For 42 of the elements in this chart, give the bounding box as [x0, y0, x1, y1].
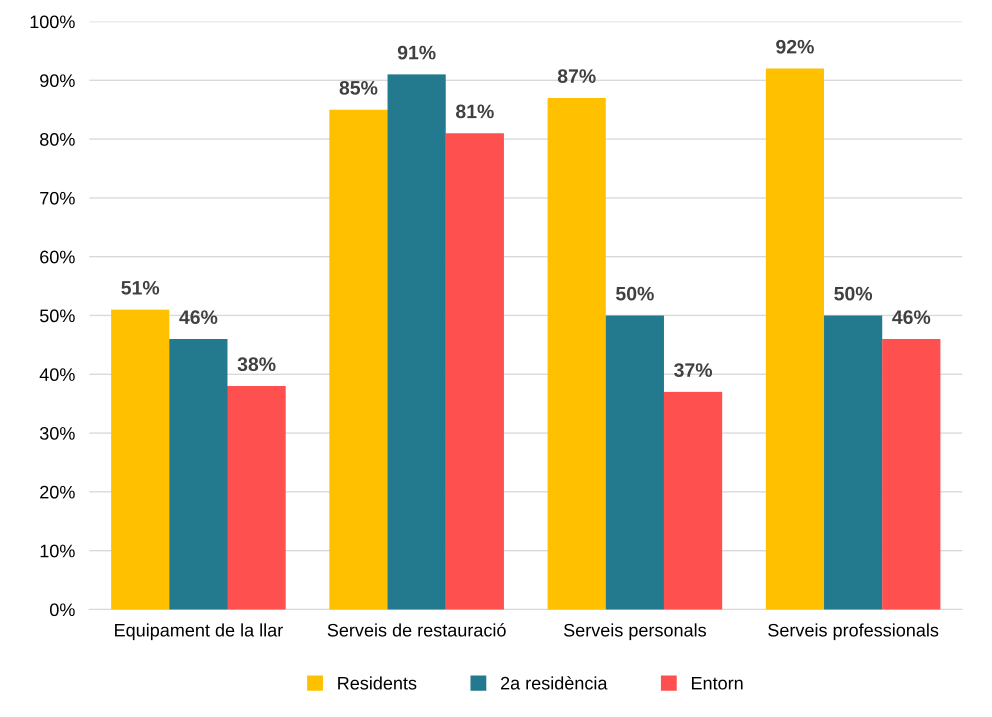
data-label: 38% [238, 357, 276, 372]
x-tick-label: Serveis de restauració [328, 623, 506, 637]
data-label: 85% [340, 80, 378, 95]
bar [329, 110, 388, 610]
x-tick-label: Serveis personals [564, 623, 706, 640]
data-label: 92% [776, 40, 814, 54]
y-tick-label: 0% [50, 603, 75, 616]
bar [111, 310, 170, 610]
y-tick-label: 80% [40, 133, 75, 146]
data-label: 51% [121, 280, 160, 295]
y-tick-label: 90% [40, 74, 75, 88]
bar [548, 98, 606, 610]
y-tick-label: 20% [40, 486, 75, 499]
data-label: 87% [558, 69, 596, 83]
y-tick-label: 30% [40, 427, 75, 440]
bar [766, 68, 824, 610]
data-label: 81% [456, 104, 494, 118]
y-tick-label: 100% [30, 15, 75, 28]
bar [664, 392, 722, 610]
y-tick-label: 60% [40, 250, 75, 264]
legend-label: Entorn [692, 676, 743, 690]
legend-label: Residents [338, 676, 416, 690]
data-label: 37% [674, 363, 712, 377]
bar [824, 315, 882, 610]
bar [228, 386, 286, 610]
bar [446, 133, 504, 610]
data-label: 50% [616, 286, 654, 301]
legend-label: 2a residència [500, 676, 608, 690]
data-label: 46% [892, 310, 930, 324]
x-tick-label: Serveis professionals [768, 623, 938, 640]
data-label: 46% [179, 310, 218, 324]
x-tick-label: Equipament de la llar [115, 623, 283, 640]
y-tick-label: 40% [40, 368, 75, 381]
bar [606, 315, 664, 610]
bar [169, 339, 228, 610]
bar [388, 74, 446, 610]
y-tick-label: 10% [40, 544, 75, 558]
bar [882, 339, 940, 610]
data-label: 91% [398, 46, 436, 60]
y-tick-label: 50% [40, 309, 75, 322]
data-label: 50% [834, 286, 872, 301]
y-tick-label: 70% [40, 192, 75, 205]
